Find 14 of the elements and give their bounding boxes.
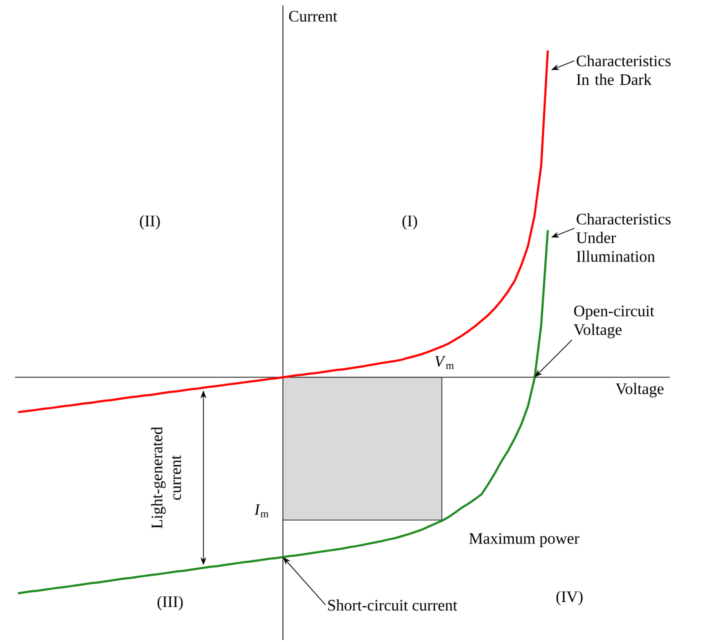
x-axis-title: Voltage [616,382,664,398]
annotation: V$_{m}$ [435,356,454,370]
text: Open-circuit Voltage [574,306,654,338]
text: Short-circuit current [328,599,458,611]
y-axis-title: Current [289,10,338,22]
text: (III) [158,596,183,610]
annotation: I$_{m}$ [254,504,268,518]
text: Characteristics In the Dark [576,55,671,85]
text: (IV) [556,590,583,606]
annotation: Maximum power [469,533,580,548]
annotation: Light-generated current [151,426,182,528]
text: Characteristics Under Illumination [576,213,671,262]
annotation: (II) [140,215,160,230]
annotation: (I) [402,215,418,230]
